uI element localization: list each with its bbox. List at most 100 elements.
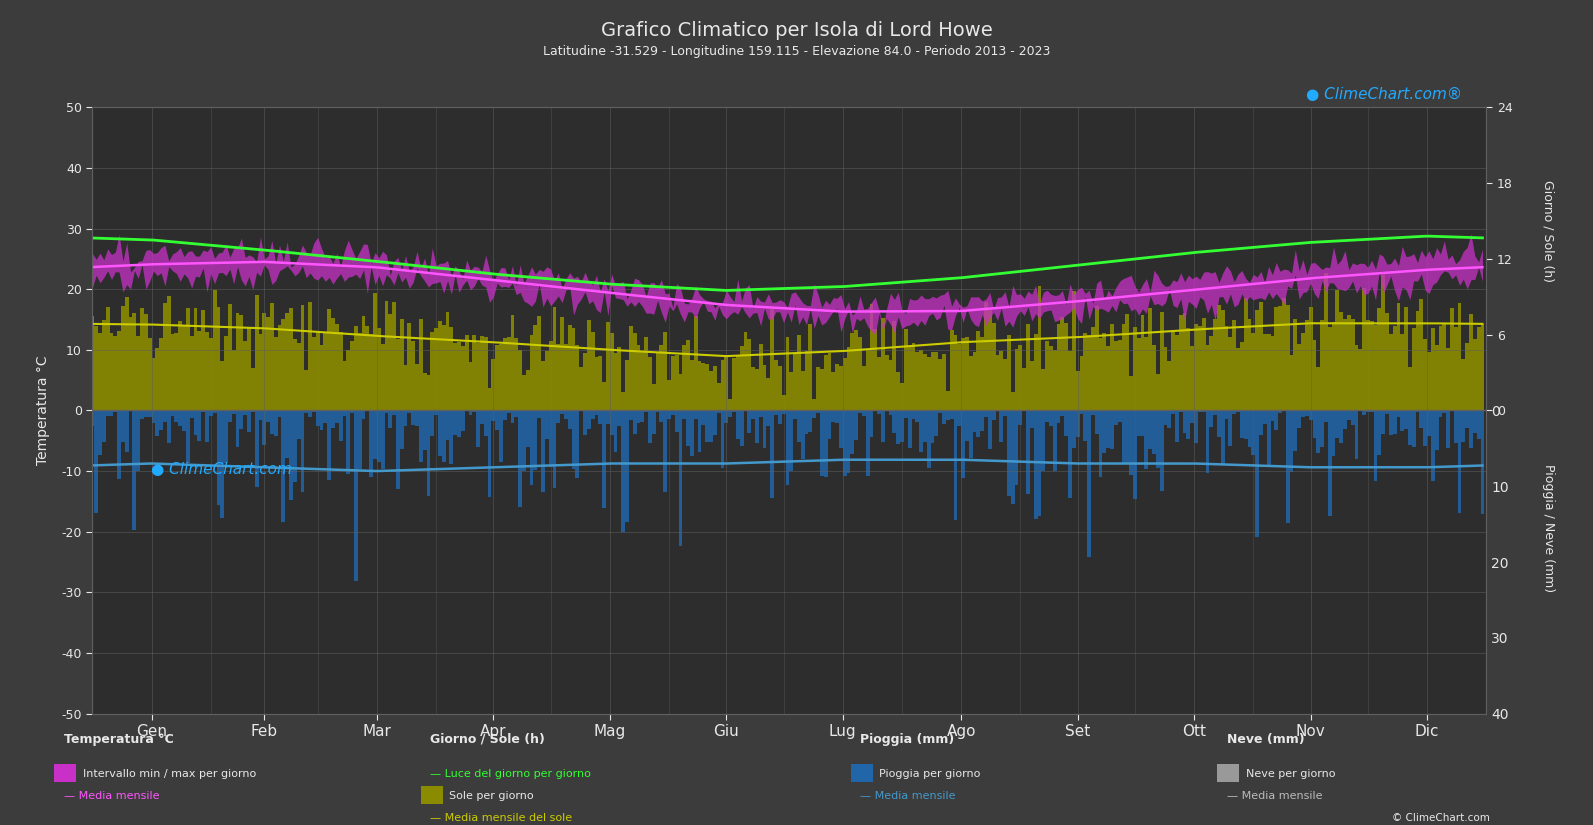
Bar (801, 411, 804, 460)
Bar (523, 411, 526, 470)
Bar (808, 323, 812, 411)
Bar (233, 350, 236, 411)
Bar (1023, 369, 1026, 411)
Bar (996, 355, 999, 411)
Text: © ClimeChart.com: © ClimeChart.com (1392, 813, 1489, 823)
Bar (1332, 323, 1335, 411)
Bar (182, 411, 186, 431)
Bar (766, 378, 771, 411)
Bar (1305, 411, 1309, 417)
Bar (307, 302, 312, 411)
Bar (667, 380, 671, 411)
Bar (167, 411, 170, 443)
Bar (190, 336, 194, 411)
Bar (515, 337, 518, 411)
Bar (244, 411, 247, 415)
Bar (1454, 327, 1458, 411)
Bar (1454, 411, 1458, 442)
Bar (1348, 411, 1351, 420)
Bar (927, 356, 930, 411)
Bar (99, 333, 102, 411)
Bar (1064, 323, 1069, 411)
Bar (236, 313, 239, 411)
Bar (862, 411, 865, 416)
Bar (1094, 411, 1099, 434)
Bar (755, 411, 758, 443)
Bar (476, 343, 479, 411)
Bar (384, 411, 389, 413)
Bar (1239, 411, 1244, 438)
Bar (217, 307, 220, 411)
Bar (583, 411, 586, 435)
Bar (897, 372, 900, 411)
Bar (320, 411, 323, 430)
Bar (747, 411, 752, 433)
Bar (301, 305, 304, 411)
Bar (507, 337, 511, 411)
Bar (663, 411, 667, 492)
Bar (1431, 328, 1435, 411)
Bar (416, 364, 419, 411)
Bar (835, 411, 840, 422)
Bar (591, 411, 594, 419)
Bar (335, 324, 339, 411)
Bar (992, 323, 996, 411)
Bar (728, 411, 733, 417)
Bar (162, 411, 167, 422)
Bar (790, 372, 793, 411)
Bar (1397, 303, 1400, 411)
Bar (843, 357, 846, 411)
Bar (102, 411, 105, 441)
Bar (1340, 411, 1343, 443)
Bar (446, 411, 449, 441)
Bar (1324, 273, 1329, 411)
Bar (247, 411, 250, 432)
Bar (190, 411, 194, 418)
Bar (1274, 411, 1278, 430)
Bar (739, 411, 744, 446)
Bar (679, 411, 682, 545)
Bar (613, 353, 618, 411)
Bar (225, 411, 228, 463)
Bar (1255, 411, 1258, 537)
Bar (1354, 411, 1359, 459)
Bar (1435, 345, 1438, 411)
Bar (121, 306, 124, 411)
Text: ● ClimeChart.com: ● ClimeChart.com (151, 462, 292, 477)
Bar (495, 411, 499, 430)
Bar (709, 370, 714, 411)
Bar (1427, 351, 1431, 411)
Bar (492, 411, 495, 421)
Bar (717, 383, 720, 411)
Bar (1056, 411, 1061, 422)
Bar (903, 411, 908, 418)
Bar (747, 339, 752, 411)
Bar (881, 318, 884, 411)
Bar (140, 308, 143, 411)
Bar (1423, 339, 1427, 411)
Bar (965, 411, 969, 441)
Bar (430, 332, 435, 411)
Bar (1179, 315, 1182, 411)
Bar (744, 332, 747, 411)
Bar (1329, 411, 1332, 516)
Bar (935, 411, 938, 436)
Bar (1458, 303, 1461, 411)
Bar (358, 333, 362, 411)
Bar (354, 326, 358, 411)
Bar (362, 411, 365, 419)
Bar (1099, 338, 1102, 411)
Bar (824, 356, 827, 411)
Bar (1461, 359, 1466, 411)
Bar (824, 411, 827, 477)
Bar (1179, 411, 1182, 412)
Text: Sole per giorno: Sole per giorno (449, 791, 534, 801)
Bar (782, 395, 785, 411)
Bar (1244, 298, 1247, 411)
Bar (1053, 411, 1056, 471)
Bar (1373, 325, 1378, 411)
Bar (908, 346, 911, 411)
Text: Pioggia / Neve (mm): Pioggia / Neve (mm) (1542, 464, 1555, 592)
Bar (854, 330, 859, 411)
Bar (1252, 411, 1255, 455)
